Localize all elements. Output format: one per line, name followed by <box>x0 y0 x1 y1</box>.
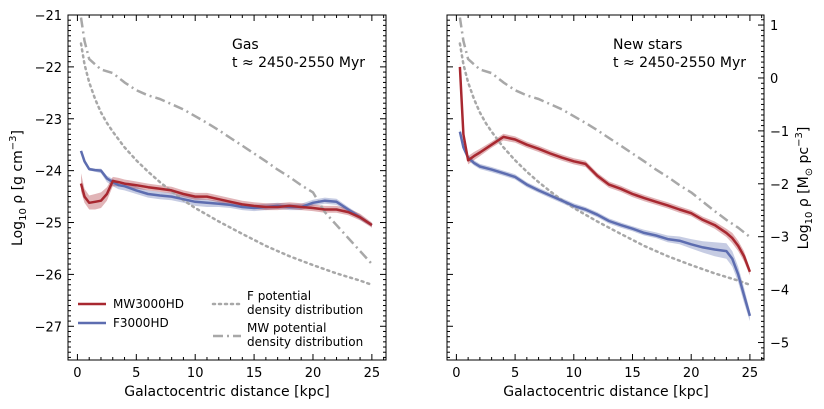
legend-label-mw3000hd: MW3000HD <box>113 297 184 311</box>
series-mw-potential-stars <box>458 17 751 238</box>
y-tick-label-left: −21 <box>35 9 62 24</box>
plot-frame-new-stars <box>446 14 765 361</box>
plot-frame-gas <box>67 14 387 361</box>
x-axis-label-new-stars: Galactocentric distance [kpc] <box>503 384 709 400</box>
ticks-gas: 0 5 10 15 20 25 −27 −26 −25 −24 −23 −22 −21 <box>35 9 386 381</box>
x-tick-label-gas: 10 <box>187 366 204 381</box>
y-tick-label-left: −23 <box>35 113 62 128</box>
y-axis-label-right: Log10 ρ [M⊙ pc−3] <box>794 127 815 250</box>
y-tick-label-left: −22 <box>35 61 62 76</box>
y-tick-label-right: −1 <box>770 125 789 140</box>
x-tick-label-stars: 20 <box>683 366 700 381</box>
y-tick-label-left: −26 <box>35 268 62 283</box>
panel-title-gas: Gas <box>232 37 259 53</box>
lines-gas <box>79 17 374 287</box>
bands-new-stars <box>459 61 750 322</box>
legend-label-f3000hd: F3000HD <box>113 316 169 330</box>
series-f-potential-gas <box>79 42 374 287</box>
x-tick-label-gas: 5 <box>132 366 140 381</box>
y-tick-label-right: −2 <box>770 178 789 193</box>
legend-label-f-potential-line2: density distribution <box>247 303 363 317</box>
band-f3000hd-gas <box>81 150 372 227</box>
series-mw3000hd-stars <box>458 66 752 273</box>
y-tick-label-right: 1 <box>770 19 778 34</box>
x-tick-label-stars: 5 <box>511 366 519 381</box>
legend-label-f-potential-line1: F potential <box>247 289 311 303</box>
legend-label-mw-potential-line2: density distribution <box>247 335 363 349</box>
x-tick-label-gas: 15 <box>246 366 263 381</box>
lines-new-stars <box>458 17 752 317</box>
series-f-potential-stars <box>458 42 752 287</box>
x-tick-label-gas: 0 <box>73 366 81 381</box>
y-tick-label-left: −25 <box>35 217 62 232</box>
legend: MW3000HD F3000HD F potential density dis… <box>78 289 363 349</box>
x-axis-label-gas: Galactocentric distance [kpc] <box>124 384 330 400</box>
y-tick-label-right: −5 <box>770 337 789 352</box>
panel-gas: 0 5 10 15 20 25 −27 −26 −25 −24 −23 −22 −21 Gas t ≈ … <box>35 9 387 381</box>
y-tick-label-left: −27 <box>35 320 62 335</box>
x-tick-label-stars: 15 <box>624 366 641 381</box>
y-tick-label-right: −3 <box>770 231 789 246</box>
x-tick-label-stars: 10 <box>566 366 583 381</box>
y-tick-label-right: −4 <box>770 284 789 299</box>
series-f3000hd-gas <box>79 150 373 227</box>
x-tick-label-stars: 25 <box>742 366 759 381</box>
y-tick-label-right: 0 <box>770 72 778 87</box>
y-tick-label-left: −24 <box>35 165 62 180</box>
time-annotation-gas: t ≈ 2450-2550 Myr <box>232 55 365 71</box>
series-mw3000hd-gas <box>79 179 373 227</box>
y-axis-label-left: Log10 ρ [g cm−3] <box>8 130 29 246</box>
time-annotation-new-stars: t ≈ 2450-2550 Myr <box>613 55 746 71</box>
panel-title-new-stars: New stars <box>613 37 682 53</box>
x-tick-label-stars: 0 <box>452 366 460 381</box>
x-tick-label-gas: 25 <box>364 366 381 381</box>
x-tick-label-gas: 20 <box>305 366 322 381</box>
legend-label-mw-potential-line1: MW potential <box>247 321 326 335</box>
bands-gas <box>81 150 372 228</box>
series-f3000hd-stars <box>458 131 752 317</box>
